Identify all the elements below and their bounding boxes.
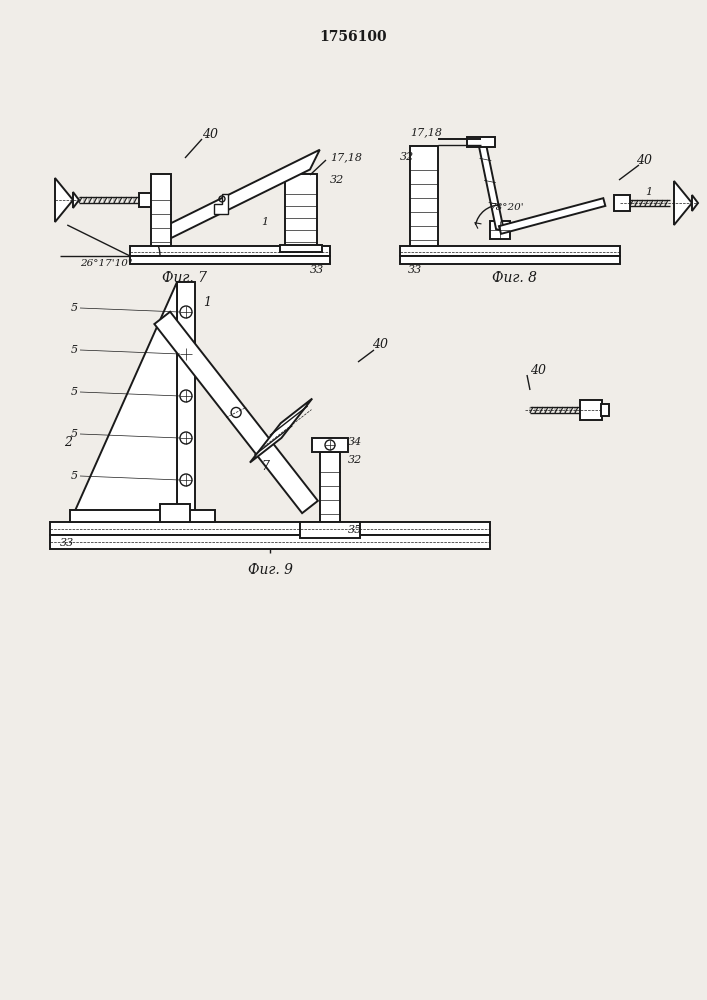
- Text: 2: 2: [64, 436, 72, 448]
- Text: 5: 5: [71, 429, 78, 439]
- Text: 40: 40: [530, 363, 546, 376]
- Bar: [285, 174, 317, 246]
- Polygon shape: [154, 312, 318, 513]
- Text: Фиг. 9: Фиг. 9: [247, 563, 293, 577]
- Bar: [300, 522, 360, 538]
- Circle shape: [494, 224, 506, 236]
- Bar: [50, 522, 490, 535]
- Text: 5: 5: [71, 387, 78, 397]
- Bar: [601, 404, 609, 416]
- Bar: [151, 174, 171, 246]
- Text: 17,18: 17,18: [410, 127, 442, 137]
- Bar: [490, 221, 510, 239]
- Text: Фиг. 8: Фиг. 8: [493, 271, 537, 285]
- Polygon shape: [55, 178, 73, 222]
- Polygon shape: [478, 141, 504, 231]
- Text: 40: 40: [636, 153, 652, 166]
- Bar: [467, 137, 495, 147]
- Text: 5: 5: [71, 303, 78, 313]
- Bar: [400, 246, 620, 256]
- Polygon shape: [250, 399, 312, 463]
- Text: 32: 32: [330, 175, 344, 185]
- Text: 78°20': 78°20': [490, 202, 525, 212]
- Text: 40: 40: [372, 338, 388, 352]
- Text: 5: 5: [71, 345, 78, 355]
- Bar: [130, 256, 330, 264]
- Text: 32: 32: [400, 152, 414, 162]
- Text: 1: 1: [645, 187, 653, 197]
- Bar: [614, 195, 630, 211]
- Text: 33: 33: [60, 538, 74, 548]
- Text: 7: 7: [261, 460, 269, 474]
- Text: 35: 35: [348, 525, 362, 535]
- Text: 1: 1: [262, 217, 269, 227]
- Bar: [580, 400, 602, 420]
- Text: 26°17'10": 26°17'10": [80, 259, 133, 268]
- Bar: [70, 510, 215, 522]
- Text: 5: 5: [71, 471, 78, 481]
- Polygon shape: [214, 194, 228, 214]
- Text: 33: 33: [408, 265, 422, 275]
- Bar: [320, 452, 340, 522]
- Text: 33: 33: [310, 265, 325, 275]
- Bar: [50, 535, 490, 549]
- Polygon shape: [70, 282, 177, 522]
- Polygon shape: [692, 195, 698, 211]
- Text: 32: 32: [348, 455, 362, 465]
- Bar: [130, 246, 330, 256]
- Text: Фиг. 7: Фиг. 7: [163, 271, 207, 285]
- Polygon shape: [499, 198, 605, 234]
- Bar: [400, 256, 620, 264]
- Bar: [139, 193, 151, 207]
- Bar: [160, 504, 190, 522]
- Bar: [280, 245, 322, 252]
- Text: 1: 1: [203, 296, 211, 308]
- Bar: [410, 146, 438, 246]
- Text: 34: 34: [348, 437, 362, 447]
- Text: 40: 40: [202, 128, 218, 141]
- Text: 1756100: 1756100: [319, 30, 387, 44]
- Bar: [177, 282, 195, 522]
- Polygon shape: [674, 181, 692, 225]
- Polygon shape: [155, 150, 320, 246]
- Bar: [312, 438, 348, 452]
- Polygon shape: [73, 192, 79, 208]
- Text: 17,18: 17,18: [330, 152, 362, 162]
